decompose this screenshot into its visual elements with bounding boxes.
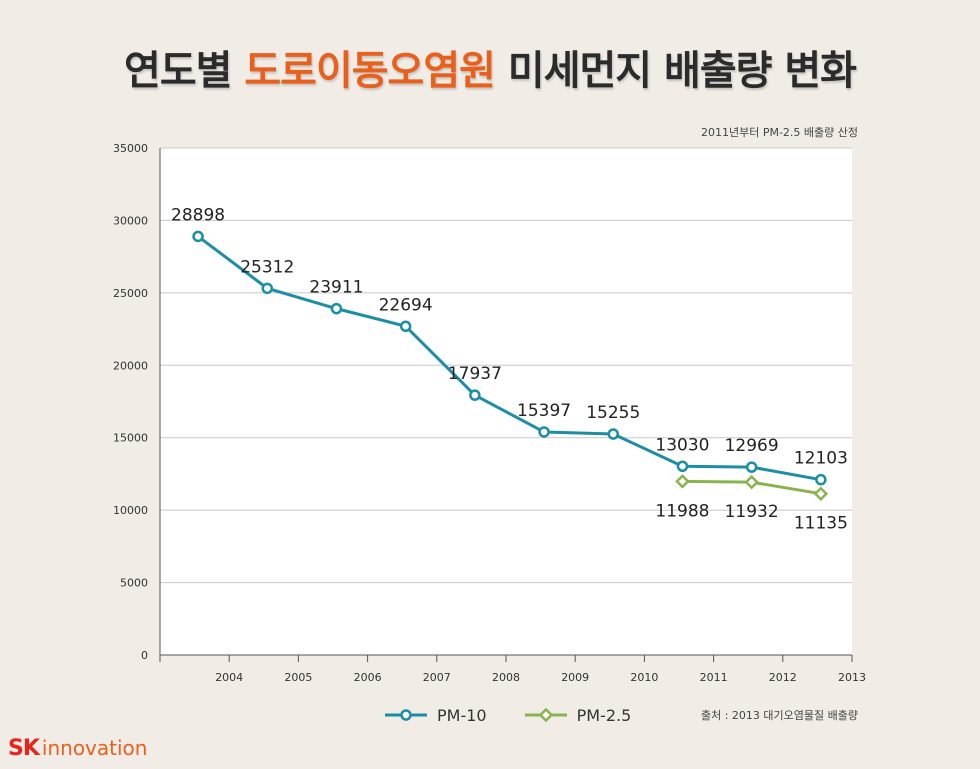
y-tick-label: 35000	[113, 142, 148, 155]
data-label-pm10: 23911	[309, 278, 363, 298]
x-tick-label: 2004	[215, 671, 243, 684]
calculation-note: 2011년부터 PM-2.5 배출량 산정	[700, 126, 858, 139]
y-tick-label: 0	[141, 649, 148, 662]
x-tick-label: 2007	[423, 671, 451, 684]
data-point-pm10	[815, 473, 827, 486]
data-point-pm10	[399, 320, 412, 333]
x-tick-label: 2010	[630, 671, 658, 684]
data-point-pm25	[813, 486, 829, 501]
data-label-pm10: 22694	[379, 295, 433, 315]
x-tick-label: 2005	[284, 671, 312, 684]
x-tick-label: 2013	[838, 671, 866, 684]
source-note: 출처 : 2013 대기오염물질 배출량	[700, 709, 858, 722]
x-tick-label: 2008	[492, 671, 520, 684]
brand-innovation: innovation	[41, 736, 148, 760]
data-label-pm10: 15397	[517, 401, 571, 421]
data-point-pm10	[261, 282, 274, 295]
data-point-pm25	[675, 474, 690, 489]
legend: PM-10 PM-2.5	[385, 703, 631, 727]
brand-sk: SK	[8, 736, 40, 761]
data-label-pm25: 11932	[725, 502, 779, 522]
legend-label-pm10: PM-10	[437, 705, 487, 725]
legend-item-pm25: PM-2.5	[524, 705, 632, 725]
data-label-pm25: 11135	[794, 514, 848, 534]
x-tick-label: 2012	[769, 671, 797, 684]
data-point-pm10	[469, 389, 481, 401]
legend-label-pm25: PM-2.5	[576, 705, 632, 725]
data-label-pm10: 25312	[240, 257, 294, 277]
sk-innovation-logo: SK innovation	[8, 736, 147, 761]
y-tick-label: 20000	[113, 359, 148, 372]
series-line-pm10	[197, 235, 822, 482]
plot-area	[160, 148, 852, 655]
data-point-pm10	[607, 428, 620, 440]
data-point-pm10	[745, 461, 758, 473]
title-part2: 미세먼지 배출량 변화	[507, 48, 857, 94]
data-point-pm25	[744, 474, 759, 490]
data-label-pm10: 28898	[171, 205, 225, 225]
y-tick-label: 5000	[120, 577, 148, 590]
legend-item-pm10: PM-10	[385, 706, 487, 725]
y-tick-label: 10000	[113, 504, 148, 517]
y-tick-label: 15000	[113, 432, 148, 445]
data-point-pm10	[676, 460, 689, 473]
data-point-pm10	[538, 426, 550, 438]
title-highlight: 도로이동오염원	[244, 48, 496, 94]
title-part1: 연도별	[124, 48, 232, 94]
data-point-pm10	[192, 230, 204, 243]
chart-title: 연도별 도로이동오염원 미세먼지 배출량 변화	[0, 38, 980, 96]
legend-pm25-marker-icon	[524, 708, 567, 722]
data-label-pm25: 11988	[655, 501, 709, 521]
data-label-pm10: 15255	[586, 403, 640, 423]
x-tick-label: 2011	[700, 671, 728, 684]
x-tick-label: 2006	[354, 671, 382, 684]
data-label-pm10: 17937	[448, 364, 502, 384]
data-point-pm10	[330, 302, 343, 315]
data-label-pm10: 12103	[794, 449, 848, 469]
x-tick-label: 2009	[561, 671, 589, 684]
y-tick-label: 30000	[113, 214, 148, 227]
y-tick-label: 25000	[113, 287, 148, 300]
legend-pm10-marker-icon	[385, 709, 427, 721]
data-label-pm10: 13030	[655, 435, 709, 455]
data-label-pm10: 12969	[725, 436, 779, 456]
